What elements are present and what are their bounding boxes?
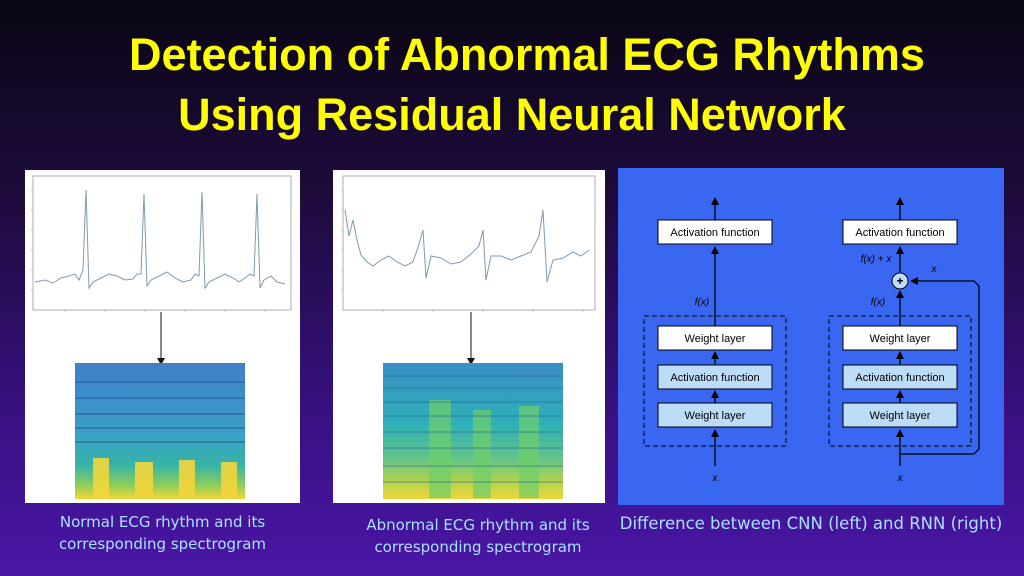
left-fx-label: f(x) — [695, 297, 709, 308]
left-x-input-label: x — [712, 473, 719, 484]
right-weight-layer-bottom-label: Weight layer — [870, 410, 931, 422]
normal-ecg-figure — [31, 175, 292, 499]
normal-arrowhead — [157, 358, 165, 365]
skip-connection — [900, 277, 980, 455]
abnormal-ecg-panel — [333, 170, 605, 503]
left-activation-output-box — [657, 219, 773, 245]
normal-ecg-caption: Normal ECG rhythm and its corresponding … — [58, 513, 267, 553]
abnormal-ecg-figure — [341, 175, 596, 499]
abnormal-spectrogram-bands — [429, 400, 539, 498]
normal-ecg-axis-ticks — [31, 189, 266, 312]
right-activation-output-label: Activation function — [855, 227, 944, 239]
normal-spectrogram-lines — [75, 381, 245, 443]
abnormal-arrowhead — [467, 358, 475, 365]
right-fx-label: f(x) — [871, 297, 885, 308]
left-activation-mid-box — [657, 364, 773, 390]
normal-spectrogram-bands — [93, 458, 237, 498]
abnormal-ecg-plot-frame — [342, 175, 596, 311]
abnormal-ecg-caption: Abnormal ECG rhythm and its correspondin… — [366, 516, 590, 556]
normal-ecg-plot-frame — [32, 175, 292, 311]
left-weight-layer-bottom-label: Weight layer — [685, 410, 746, 422]
normal-ecg-trace — [34, 189, 286, 290]
skip-x-label: x — [931, 264, 938, 275]
left-weight-layer-top-box — [657, 325, 773, 351]
normal-ecg-panel — [25, 170, 300, 503]
abnormal-ecg-trace — [344, 209, 590, 283]
left-activation-output-label: Activation function — [670, 227, 759, 239]
right-weight-layer-bottom-box — [842, 402, 958, 428]
addition-node — [891, 272, 909, 290]
right-weight-layer-top-label: Weight layer — [870, 333, 931, 345]
left-activation-mid-label: Activation function — [670, 372, 759, 384]
abnormal-ecg-axis-ticks — [341, 189, 584, 312]
slide-title-line-2: Using Residual Neural Network — [178, 89, 846, 140]
right-fx-plus-x-label: f(x) + x — [861, 254, 893, 265]
right-activation-mid-box — [842, 364, 958, 390]
addition-symbol: + — [896, 274, 903, 288]
network-comparison-caption: Difference between CNN (left) and RNN (r… — [619, 514, 1003, 533]
plain-block: Activation function f(x) Weight layer Ac… — [643, 197, 787, 484]
right-activation-mid-label: Activation function — [855, 372, 944, 384]
slide-title-line-1: Detection of Abnormal ECG Rhythms — [129, 29, 925, 80]
residual-block: Activation function f(x) + x + f(x) Weig… — [828, 197, 980, 484]
left-weight-layer-bottom-box — [657, 402, 773, 428]
network-diagram-panel: Activation function f(x) Weight layer Ac… — [618, 168, 1004, 505]
network-diagram: Activation function f(x) Weight layer Ac… — [643, 197, 980, 484]
right-weight-layer-top-box — [842, 325, 958, 351]
right-activation-output-box — [842, 219, 958, 245]
right-x-input-label: x — [897, 473, 904, 484]
abnormal-spectrogram-lines — [383, 375, 563, 483]
left-weight-layer-top-label: Weight layer — [685, 333, 746, 345]
